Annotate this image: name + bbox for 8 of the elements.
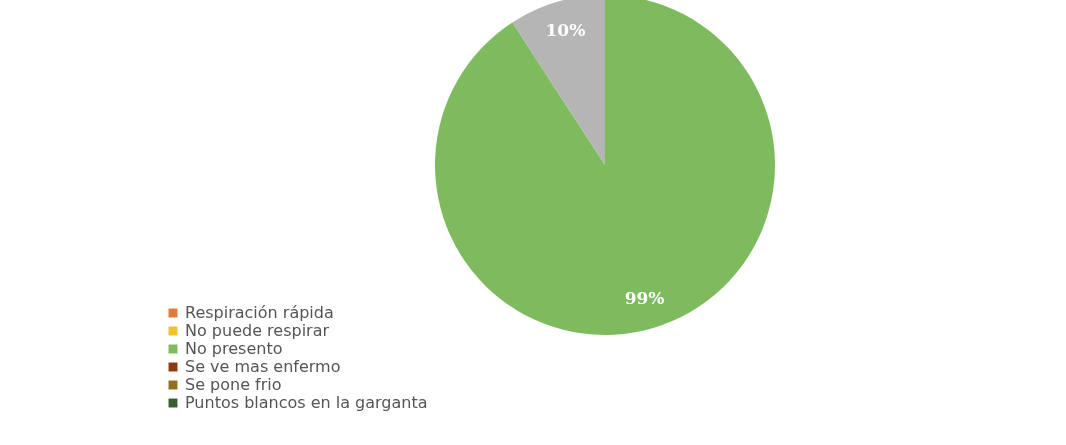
data-label: 10% [545,20,586,41]
legend-label: Puntos blancos en la garganta [185,393,428,412]
legend-label: Respiración rápida [185,303,334,322]
legend-label: No presento [185,339,283,358]
legend-label: Se pone frio [185,375,282,394]
legend-label: Se ve mas enfermo [185,357,341,376]
legend-label: No puede respirar [185,321,330,340]
data-label: 99% [624,287,665,308]
